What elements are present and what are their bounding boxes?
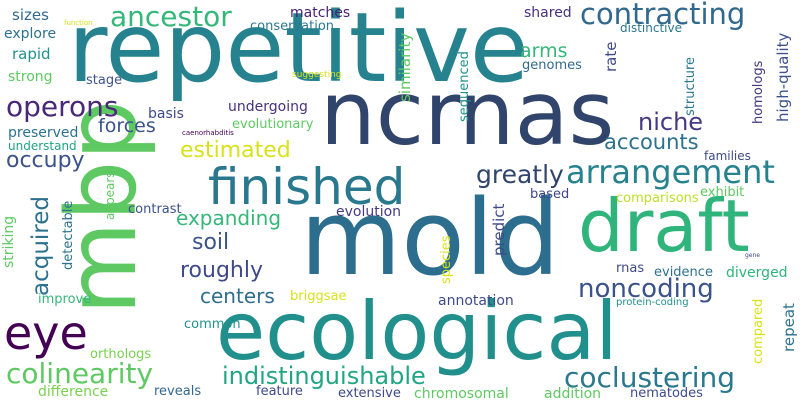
word-greatly: greatly: [476, 160, 564, 189]
word-reveals: reveals: [154, 384, 202, 399]
word-undergoing: undergoing: [228, 99, 308, 115]
word-draft: draft: [578, 184, 750, 268]
word-evidence: evidence: [654, 265, 713, 280]
word-colinearity: colinearity: [6, 357, 154, 390]
word-briggsae: briggsae: [290, 289, 347, 304]
word-stage: stage: [86, 73, 123, 88]
word-arrangement: arrangement: [566, 153, 775, 191]
word-accounts: accounts: [604, 130, 699, 154]
word-evolution: evolution: [336, 204, 402, 220]
word-extensive: extensive: [338, 386, 401, 401]
word-diverged: diverged: [726, 265, 788, 281]
word-acquired: acquired: [28, 195, 54, 296]
word-sizes: sizes: [12, 6, 49, 24]
word-evolutionary: evolutionary: [232, 117, 314, 132]
word-sequenced: sequenced: [457, 51, 472, 122]
word-addition: addition: [544, 386, 602, 402]
word-repetitive: repetitive: [68, 0, 529, 104]
word-occupy: occupy: [6, 148, 85, 173]
word-difference: difference: [38, 384, 109, 400]
word-feature: feature: [256, 384, 303, 399]
word-soil: soil: [192, 230, 230, 255]
word-roughly: roughly: [180, 258, 264, 283]
word-ncrnas: ncrnas: [320, 62, 615, 165]
word-strong: strong: [8, 69, 53, 85]
word-predict: predict: [490, 203, 508, 256]
word-repeat: repeat: [780, 303, 798, 352]
word-similarity: similarity: [396, 32, 414, 102]
word-ancestor: ancestor: [110, 0, 232, 33]
word-contracting: contracting: [580, 0, 746, 31]
word-contrast: contrast: [128, 202, 182, 217]
word-indistinguishable: indistinguishable: [222, 362, 426, 390]
word-caenorhabditis: caenorhabditis: [182, 129, 234, 137]
word-rnas: rnas: [616, 261, 645, 276]
word-eye: eye: [4, 306, 88, 360]
word-understand: understand: [8, 139, 77, 153]
word-protein-coding: protein-coding: [616, 297, 689, 308]
word-annotation: annotation: [438, 293, 514, 309]
word-forces: forces: [98, 115, 156, 137]
word-basis: basis: [148, 106, 184, 122]
word-noncoding: noncoding: [578, 274, 714, 304]
word-improve: improve: [38, 292, 92, 307]
word-compared: compared: [751, 298, 766, 364]
word-nematodes: nematodes: [630, 386, 703, 401]
word-function: function: [64, 19, 93, 27]
word-shared: shared: [524, 5, 572, 21]
word-orthologs: orthologs: [90, 347, 152, 362]
word-genomes: genomes: [522, 58, 582, 73]
word-structure: structure: [683, 57, 698, 116]
word-matches: matches: [290, 5, 351, 21]
word-gene: gene: [745, 252, 760, 259]
word-striking: striking: [1, 215, 17, 268]
word-expanding: expanding: [176, 206, 282, 230]
word-detectable: detectable: [61, 200, 76, 270]
word-species: species: [439, 235, 454, 284]
word-coclustering: coclustering: [564, 361, 736, 394]
word-explore: explore: [4, 26, 57, 42]
word-rate: rate: [602, 41, 620, 72]
word-high-quality: high-quality: [774, 32, 792, 122]
word-chromosomal: chromosomal: [414, 386, 509, 402]
word-appears: appears: [103, 171, 117, 220]
word-estimated: estimated: [180, 138, 291, 163]
word-exhibit: exhibit: [700, 185, 745, 200]
word-operons: operons: [6, 90, 119, 123]
word-preserved: preserved: [8, 125, 79, 141]
word-suggesting: suggesting: [292, 70, 342, 80]
word-mold: mold: [300, 177, 560, 299]
word-conservation: conservation: [250, 19, 335, 34]
word-ecological: ecological: [216, 285, 618, 378]
word-niche: niche: [638, 108, 704, 136]
word-common: common: [184, 317, 241, 332]
word-distinctive: distinctive: [620, 21, 682, 35]
word-arms: arms: [520, 40, 568, 62]
word-families: families: [704, 149, 751, 163]
word-based: based: [530, 187, 570, 202]
word-homologs: homologs: [751, 60, 766, 124]
word-rapid: rapid: [12, 45, 51, 63]
word-comparisons: comparisons: [616, 191, 699, 206]
word-finished: finished: [208, 158, 406, 216]
word-centers: centers: [200, 284, 275, 308]
